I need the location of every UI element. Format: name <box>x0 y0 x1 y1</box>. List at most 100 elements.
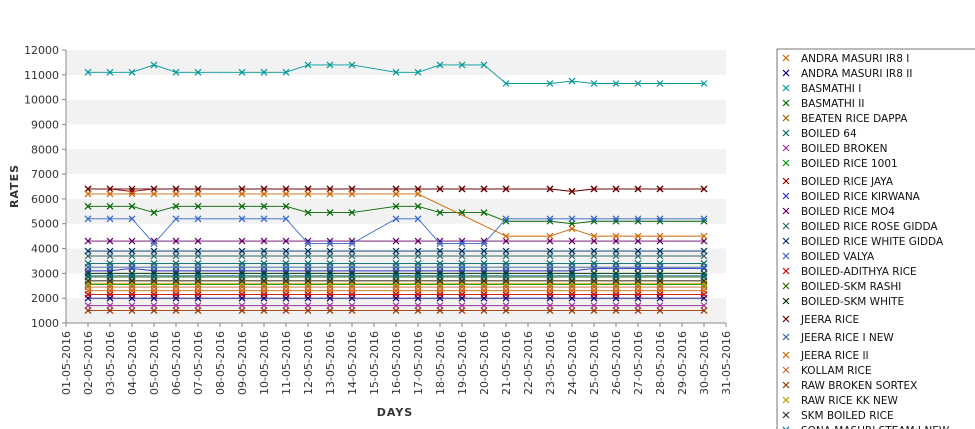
data-point <box>172 269 180 277</box>
data-point <box>282 277 290 285</box>
data-point <box>348 302 356 310</box>
data-point <box>590 232 598 240</box>
data-point <box>656 272 664 280</box>
data-point <box>546 277 554 285</box>
y-tick-label: 12000 <box>24 44 59 57</box>
data-point <box>84 291 92 298</box>
data-point <box>150 291 158 298</box>
series <box>84 215 708 248</box>
data-point <box>172 202 180 210</box>
legend-label: ANDRA MASURI IR8 II <box>801 68 912 80</box>
data-point <box>304 272 312 280</box>
data-point <box>106 307 114 315</box>
y-tick-label: 8000 <box>31 143 59 156</box>
data-point <box>782 99 790 107</box>
data-point <box>260 291 268 298</box>
legend-item: ANDRA MASURI IR8 II <box>782 68 912 80</box>
data-point <box>546 252 554 260</box>
x-tick-label: 21-05-2016 <box>500 331 513 395</box>
data-point <box>304 209 312 216</box>
data-point <box>128 68 136 76</box>
data-point <box>260 277 268 285</box>
legend-item: BASMATHI I <box>782 83 861 95</box>
data-point <box>546 291 554 298</box>
data-point <box>194 68 202 76</box>
y-tick-label: 9000 <box>31 118 59 131</box>
data-point <box>414 272 422 280</box>
data-point <box>238 279 246 287</box>
x-tick-label: 14-05-2016 <box>346 331 359 395</box>
data-point <box>282 202 290 210</box>
data-point <box>260 237 268 245</box>
legend-label: BEATEN RICE DAPPA <box>801 113 908 125</box>
data-point <box>612 80 620 87</box>
data-point <box>194 291 202 298</box>
data-point <box>260 185 268 193</box>
data-point <box>392 68 400 76</box>
data-point <box>700 217 708 225</box>
x-tick-label: 24-05-2016 <box>566 331 579 395</box>
data-point <box>568 215 576 223</box>
data-point <box>458 272 466 280</box>
data-point <box>282 185 290 193</box>
data-point <box>590 269 598 277</box>
data-point <box>84 307 92 315</box>
data-point <box>782 159 790 167</box>
data-point <box>128 247 136 255</box>
data-point <box>128 264 136 272</box>
data-point <box>568 291 576 298</box>
data-point <box>782 222 790 230</box>
data-point <box>634 272 642 280</box>
data-point <box>634 185 642 193</box>
data-point <box>304 269 312 277</box>
data-point <box>304 263 312 271</box>
data-point <box>656 80 664 87</box>
data-point <box>128 237 136 245</box>
data-point <box>590 277 598 285</box>
data-point <box>568 220 576 228</box>
data-point <box>612 263 620 271</box>
data-point <box>84 190 92 198</box>
data-point <box>436 185 444 193</box>
data-point <box>502 263 510 271</box>
data-point <box>414 247 422 255</box>
x-tick-label: 26-05-2016 <box>610 331 623 395</box>
series <box>84 61 708 87</box>
data-point <box>106 302 114 310</box>
data-point <box>458 279 466 287</box>
grid-band <box>66 149 726 175</box>
data-point <box>150 61 158 69</box>
data-point <box>634 277 642 285</box>
legend-item: RAW RICE KK NEW <box>782 395 898 407</box>
data-point <box>480 279 488 287</box>
data-point <box>128 202 136 210</box>
data-point <box>546 80 554 87</box>
x-tick-label: 09-05-2016 <box>236 331 249 395</box>
data-point <box>612 264 620 272</box>
y-tick-label: 6000 <box>31 193 59 206</box>
data-point <box>436 291 444 298</box>
data-point <box>128 252 136 260</box>
data-point <box>128 185 136 193</box>
data-point <box>172 272 180 280</box>
data-point <box>414 279 422 287</box>
data-point <box>238 247 246 255</box>
data-point <box>326 302 334 310</box>
data-point <box>238 252 246 260</box>
legend: ANDRA MASURI IR8 I ANDRA MASURI IR8 II BAS… <box>776 48 975 429</box>
data-point <box>612 252 620 260</box>
data-point <box>656 263 664 271</box>
data-point <box>128 277 136 285</box>
data-point <box>260 279 268 287</box>
data-point <box>326 307 334 315</box>
data-point <box>194 272 202 280</box>
data-point <box>326 237 334 245</box>
data-point <box>656 277 664 285</box>
data-point <box>326 291 334 298</box>
data-point <box>106 269 114 277</box>
legend-item: JEERA RICE I NEW <box>782 332 894 344</box>
data-point <box>348 269 356 277</box>
data-point <box>502 247 510 255</box>
legend-item: BOILED RICE KIRWANA <box>782 191 921 203</box>
data-point <box>238 272 246 280</box>
